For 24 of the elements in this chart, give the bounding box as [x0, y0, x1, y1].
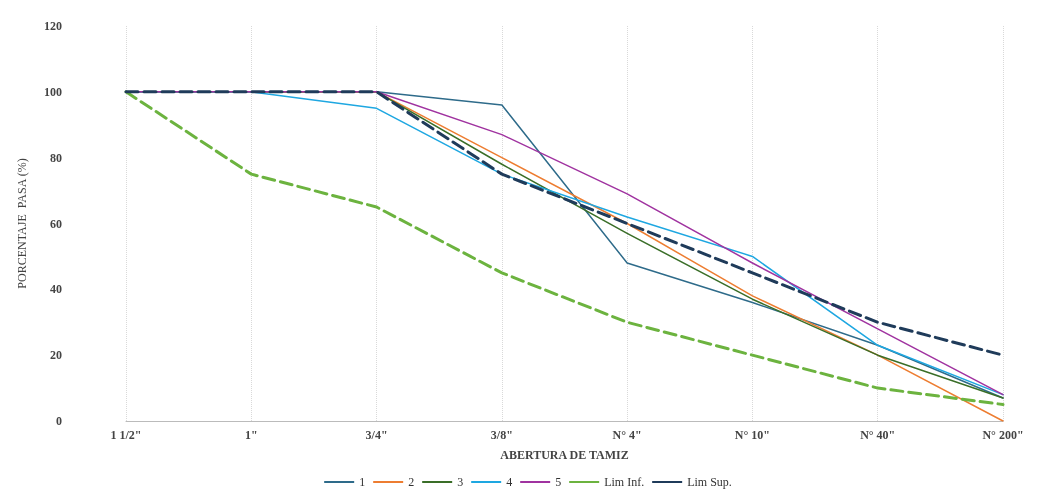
x-tick-label: 3/8" [490, 428, 513, 442]
y-tick-label: 120 [44, 19, 62, 33]
x-tick-label: 3/4" [365, 428, 388, 442]
x-tick-label: N° 10" [734, 428, 770, 442]
x-tick-label: N° 4" [612, 428, 642, 442]
x-tick-label: 1 1/2" [110, 428, 142, 442]
y-axis-title: PORCENTAJE PASA (%) [15, 158, 29, 289]
legend-label: Lim Inf. [604, 475, 645, 489]
legend-label: 4 [506, 475, 513, 489]
y-tick-label: 100 [44, 84, 62, 99]
y-tick-label: 60 [50, 216, 62, 231]
y-tick-label: 20 [50, 348, 62, 363]
x-axis-title: ABERTURA DE TAMIZ [500, 448, 629, 462]
y-tick-label: 0 [56, 414, 62, 428]
x-tick-label: N° 40" [860, 428, 896, 442]
legend-label: 3 [457, 475, 464, 489]
y-tick-label: 40 [50, 282, 62, 297]
legend-label: 5 [555, 475, 562, 489]
y-tick-label: 80 [50, 150, 62, 165]
x-tick-label: 1" [244, 428, 258, 442]
legend-label: Lim Sup. [687, 475, 732, 489]
legend-label: 2 [408, 475, 415, 489]
legend-label: 1 [359, 475, 366, 489]
x-tick-label: N° 200" [982, 428, 1024, 442]
